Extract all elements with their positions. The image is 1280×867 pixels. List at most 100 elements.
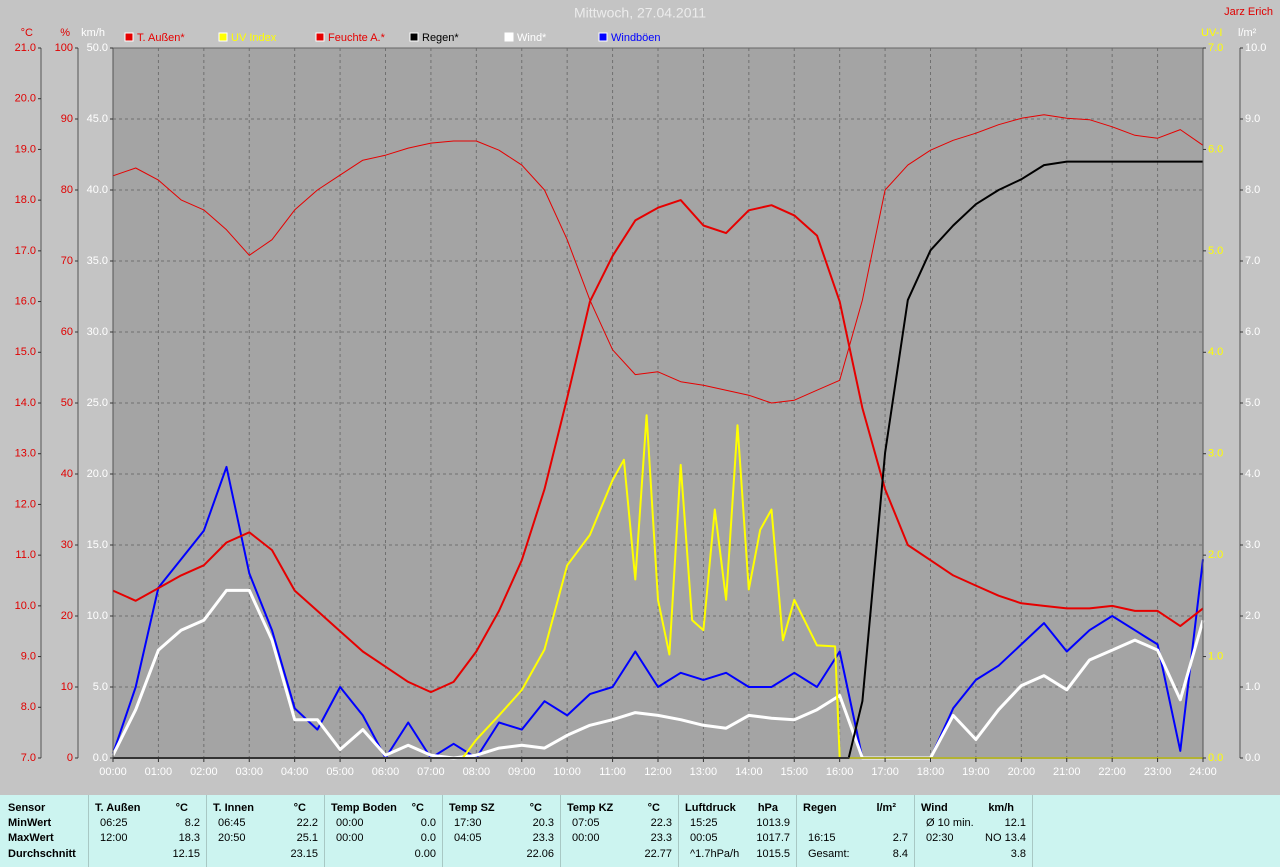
y-axis-title: °C	[21, 27, 33, 39]
chart: Mittwoch, 27.04.2011 Jarz Erich °C 7.0 8.0…	[15, 5, 1273, 778]
legend-label: Windböen	[611, 32, 661, 44]
y-tick-label: 35.0	[87, 255, 108, 267]
y-tick-label: 45.0	[87, 113, 108, 125]
y-tick-label: 100	[55, 42, 73, 54]
y-tick-label: 25.0	[87, 397, 108, 409]
series-line	[112, 465, 1204, 759]
cell-label: 00:05	[690, 832, 718, 844]
y-tick-label: 4.0	[1245, 468, 1260, 480]
cell-label: 02:30	[926, 832, 954, 844]
series-line	[113, 414, 1203, 759]
x-tick-label: 15:00	[780, 766, 808, 778]
cell-value: 22.2	[296, 817, 318, 829]
author: Jarz Erich	[1224, 6, 1273, 18]
y-tick-label: 1.0	[1245, 681, 1260, 693]
separator	[678, 795, 679, 867]
y-tick-label: 13.0	[15, 448, 36, 460]
separator	[442, 795, 443, 867]
y-tick-label: 17.0	[15, 245, 36, 257]
x-tick-label: 14:00	[735, 766, 763, 778]
legend-swatch	[504, 32, 514, 42]
y-tick-label: 30.0	[87, 326, 108, 338]
y-tick-label: 7.0	[21, 752, 36, 764]
legend-swatch	[124, 32, 134, 42]
x-tick-label: 04:00	[281, 766, 309, 778]
y-tick-label: 70	[61, 255, 73, 267]
cell-value: NO 13.4	[985, 832, 1026, 844]
y-tick-label: 20.0	[15, 93, 36, 105]
cell-value: 23.15	[290, 848, 318, 860]
separator	[1032, 795, 1033, 867]
cell-label: 00:00	[336, 832, 364, 844]
legend-swatch	[315, 32, 325, 42]
x-tick-label: 17:00	[871, 766, 899, 778]
y-tick-label: 30	[61, 539, 73, 551]
y-tick-label: 10.0	[87, 610, 108, 622]
cell-label: 04:05	[454, 832, 482, 844]
y-tick-label: 8.0	[21, 701, 36, 713]
cell-value: 22.3	[650, 817, 672, 829]
section-title: Luftdruck	[685, 802, 736, 814]
section-title: Regen	[803, 802, 837, 814]
y-tick-label: 10.0	[1245, 42, 1266, 54]
x-tick-label: 08:00	[463, 766, 491, 778]
y-tick-label: 40	[61, 468, 73, 480]
cell-label: Ø 10 min.	[926, 817, 974, 829]
section-title: Wind	[921, 802, 948, 814]
x-tick-label: 09:00	[508, 766, 536, 778]
cell-value: 3.8	[1010, 848, 1026, 860]
y-tick-label: 5.0	[1208, 245, 1223, 257]
y-tick-label: 10	[61, 681, 73, 693]
y-tick-label: 4.0	[1208, 346, 1223, 358]
section-unit: °C	[647, 802, 660, 814]
section-unit: l/m²	[876, 802, 896, 814]
y-tick-label: 0.0	[1208, 752, 1223, 764]
cell-value: 1017.7	[756, 832, 790, 844]
separator	[324, 795, 325, 867]
cell-label: 12:00	[100, 832, 128, 844]
series-line	[113, 160, 1203, 759]
y-axis-title: %	[60, 27, 70, 39]
y-tick-label: 15.0	[87, 539, 108, 551]
y-tick-label: 18.0	[15, 194, 36, 206]
cell-label: 15:25	[690, 817, 718, 829]
cell-label: 00:00	[572, 832, 600, 844]
series-layer	[111, 114, 1205, 760]
section-title: Temp Boden	[331, 802, 397, 814]
y-tick-label: 8.0	[1245, 184, 1260, 196]
legend-swatch	[218, 32, 228, 42]
cell-value: 8.4	[892, 848, 908, 860]
y-tick-label: 6.0	[1208, 143, 1223, 155]
chart-title: Mittwoch, 27.04.2011	[574, 5, 706, 21]
y-tick-label: 0.0	[93, 752, 108, 764]
x-tick-label: 03:00	[235, 766, 263, 778]
cell-value: 23.3	[532, 832, 554, 844]
y-tick-label: 14.0	[15, 397, 36, 409]
section-title: T. Innen	[213, 802, 254, 814]
y-tick-label: 90	[61, 113, 73, 125]
separator	[88, 795, 89, 867]
y-tick-label: 6.0	[1245, 326, 1260, 338]
y-tick-label: 0.0	[1245, 752, 1260, 764]
separator	[796, 795, 797, 867]
x-tick-label: 16:00	[826, 766, 854, 778]
y-tick-label: 19.0	[15, 143, 36, 155]
x-tick-label: 05:00	[326, 766, 354, 778]
legend-swatch	[598, 32, 608, 42]
cell-label: 16:15	[808, 832, 836, 844]
separator	[206, 795, 207, 867]
y-tick-label: 9.0	[21, 650, 36, 662]
cell-label: 17:30	[454, 817, 482, 829]
x-tick-label: 10:00	[553, 766, 581, 778]
separator	[560, 795, 561, 867]
cell-label: 20:50	[218, 832, 246, 844]
legend-swatch	[409, 32, 419, 42]
section-unit: °C	[411, 802, 424, 814]
x-tick-label: 23:00	[1144, 766, 1172, 778]
y-axis-title: l/m²	[1238, 27, 1257, 39]
series-line	[111, 588, 1205, 760]
y-tick-label: 0	[67, 752, 73, 764]
cell-label: 07:05	[572, 817, 600, 829]
y-tick-label: 60	[61, 326, 73, 338]
